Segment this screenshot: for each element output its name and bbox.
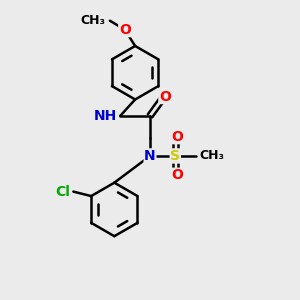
Text: S: S — [170, 149, 180, 163]
Text: O: O — [171, 168, 183, 182]
Text: O: O — [171, 130, 183, 144]
Text: O: O — [119, 22, 131, 37]
Text: NH: NH — [94, 109, 117, 123]
Text: Cl: Cl — [56, 184, 70, 199]
Text: O: O — [159, 89, 171, 103]
Text: CH₃: CH₃ — [80, 14, 105, 27]
Text: N: N — [144, 149, 156, 163]
Text: CH₃: CH₃ — [199, 149, 224, 162]
